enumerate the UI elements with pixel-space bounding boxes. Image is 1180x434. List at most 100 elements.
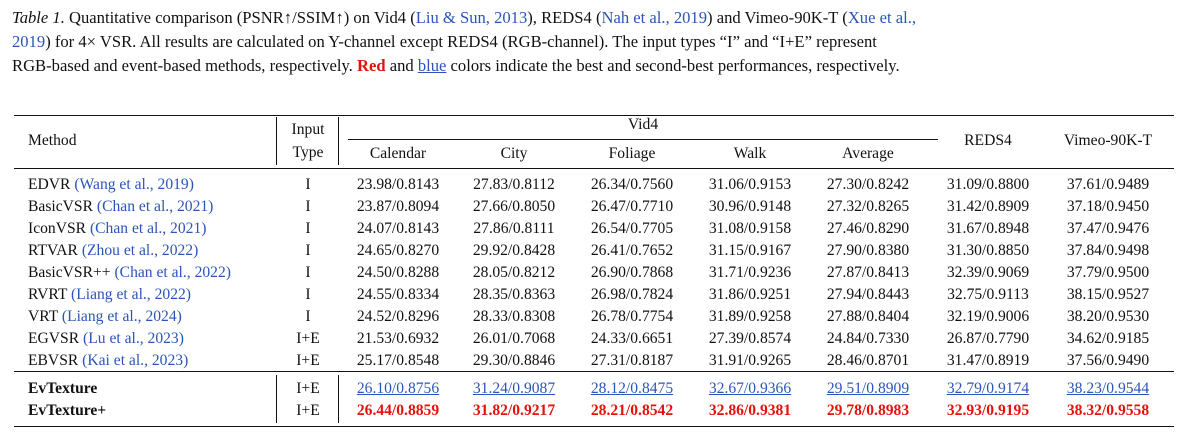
score-cell: 27.32/0.8265	[826, 198, 910, 215]
score-cell: 32.19/0.9006	[946, 308, 1030, 325]
caption-text: colors indicate the best and second-best…	[446, 56, 900, 75]
header-reds4: REDS4	[964, 132, 1012, 149]
score-cell: 31.91/0.9265	[708, 352, 792, 369]
method-cell: IconVSR (Chan et al., 2021)	[28, 219, 206, 239]
score-cell: 37.56/0.9490	[1066, 352, 1150, 369]
score-cell: 27.31/0.8187	[590, 352, 674, 369]
score-cell: 26.54/0.7705	[590, 220, 674, 237]
caption-text: ) for 4× VSR. All results are calculated…	[45, 32, 877, 51]
vid4-group-rule	[348, 139, 938, 140]
header-vimeo: Vimeo-90K-T	[1063, 132, 1153, 149]
citation-link[interactable]: (Liang et al., 2022)	[71, 286, 191, 303]
best-score-cell: 31.82/0.9217	[472, 402, 556, 419]
header-vid4: Vid4	[627, 116, 659, 133]
caption-text: ) and Vimeo-90K-T (	[707, 8, 848, 27]
ours-separator-rule	[14, 371, 1174, 372]
second-best-score-cell: 32.67/0.9366	[708, 380, 792, 397]
score-cell: 31.15/0.9167	[708, 242, 792, 259]
citation-link[interactable]: (Chan et al., 2021)	[96, 198, 214, 215]
input-type-cell: I	[305, 286, 311, 303]
citation-link[interactable]: Xue et al.,	[847, 8, 917, 27]
score-cell: 26.41/0.7652	[590, 242, 674, 259]
column-divider	[338, 375, 339, 423]
header-calendar: Calendar	[369, 145, 427, 162]
method-name: BasicVSR	[28, 198, 97, 215]
score-cell: 26.98/0.7824	[590, 286, 674, 303]
second-best-score-cell: 29.51/0.8909	[826, 380, 910, 397]
header-walk: Walk	[733, 145, 767, 162]
citation-link[interactable]: (Liang et al., 2024)	[61, 308, 182, 325]
citation-link[interactable]: Liu & Sun, 2013	[415, 8, 528, 27]
input-type-cell: I+E	[296, 330, 320, 347]
caption-text: and	[385, 56, 418, 75]
method-cell: RTVAR (Zhou et al., 2022)	[28, 241, 198, 261]
score-cell: 24.07/0.8143	[356, 220, 440, 237]
citation-link[interactable]: (Chan et al., 2021)	[89, 220, 207, 237]
score-cell: 38.20/0.9530	[1066, 308, 1150, 325]
score-cell: 24.55/0.8334	[356, 286, 440, 303]
score-cell: 24.33/0.6651	[590, 330, 674, 347]
method-cell: EBVSR (Kai et al., 2023)	[28, 351, 188, 371]
best-score-cell: 28.21/0.8542	[590, 402, 674, 419]
score-cell: 27.66/0.8050	[472, 198, 556, 215]
header-rule	[14, 168, 1174, 169]
score-cell: 29.30/0.8846	[472, 352, 556, 369]
score-cell: 27.88/0.8404	[826, 308, 910, 325]
citation-link[interactable]: (Chan et al., 2022)	[114, 264, 231, 281]
column-divider	[276, 375, 277, 423]
method-name: EGVSR	[28, 330, 84, 347]
header-foliage: Foliage	[608, 145, 656, 162]
citation-link[interactable]: (Wang et al., 2019)	[74, 176, 194, 193]
citation-link[interactable]: 2019	[12, 32, 46, 51]
second-best-score-cell: 38.23/0.9544	[1066, 380, 1150, 397]
citation-link[interactable]: (Kai et al., 2023)	[82, 352, 189, 369]
table-bottom-rule	[14, 426, 1174, 427]
citation-link[interactable]: (Zhou et al., 2022)	[81, 242, 199, 259]
score-cell: 23.98/0.8143	[356, 176, 440, 193]
best-score-cell: 29.78/0.8983	[826, 402, 910, 419]
method-cell: BasicVSR (Chan et al., 2021)	[28, 197, 213, 217]
score-cell: 21.53/0.6932	[356, 330, 440, 347]
header-input: Input	[291, 121, 325, 138]
input-type-cell: I	[305, 220, 311, 237]
score-cell: 32.39/0.9069	[946, 264, 1030, 281]
score-cell: 28.05/0.8212	[472, 264, 556, 281]
score-cell: 26.34/0.7560	[590, 176, 674, 193]
table-top-rule	[14, 115, 1174, 116]
score-cell: 29.92/0.8428	[472, 242, 556, 259]
method-name: EBVSR	[28, 352, 83, 369]
score-cell: 28.46/0.8701	[826, 352, 910, 369]
score-cell: 26.90/0.7868	[590, 264, 674, 281]
header-city: City	[500, 145, 528, 162]
caption-text: Quantitative comparison (PSNR↑/SSIM↑) on…	[64, 8, 416, 27]
score-cell: 27.46/0.8290	[826, 220, 910, 237]
citation-link[interactable]: Nah et al., 2019	[601, 8, 708, 27]
input-type-cell: I	[305, 264, 311, 281]
caption-red-word: Red	[356, 56, 386, 75]
method-cell: BasicVSR++ (Chan et al., 2022)	[28, 263, 231, 283]
score-cell: 27.30/0.8242	[826, 176, 910, 193]
score-cell: 34.62/0.9185	[1066, 330, 1150, 347]
score-cell: 27.83/0.8112	[473, 176, 555, 193]
second-best-score-cell: 31.24/0.9087	[472, 380, 556, 397]
citation-link[interactable]: (Lu et al., 2023)	[83, 330, 184, 347]
score-cell: 23.87/0.8094	[356, 198, 440, 215]
method-cell: VRT (Liang et al., 2024)	[28, 307, 182, 327]
score-cell: 27.87/0.8413	[826, 264, 910, 281]
score-cell: 27.86/0.8111	[473, 220, 555, 237]
second-best-score-cell: 32.79/0.9174	[946, 380, 1030, 397]
score-cell: 37.61/0.9489	[1066, 176, 1150, 193]
method-name: EDVR	[28, 176, 75, 193]
method-name-ours: EvTexture+	[28, 402, 107, 419]
score-cell: 27.94/0.8443	[826, 286, 910, 303]
input-type-cell: I	[305, 176, 311, 193]
score-cell: 31.89/0.9258	[708, 308, 792, 325]
score-cell: 31.42/0.8909	[946, 198, 1030, 215]
input-type-cell: I+E	[296, 402, 320, 419]
score-cell: 27.39/0.8574	[708, 330, 792, 347]
header-type: Type	[292, 144, 324, 161]
best-score-cell: 32.86/0.9381	[708, 402, 792, 419]
score-cell: 31.86/0.9251	[708, 286, 792, 303]
score-cell: 26.78/0.7754	[590, 308, 674, 325]
score-cell: 31.71/0.9236	[708, 264, 792, 281]
